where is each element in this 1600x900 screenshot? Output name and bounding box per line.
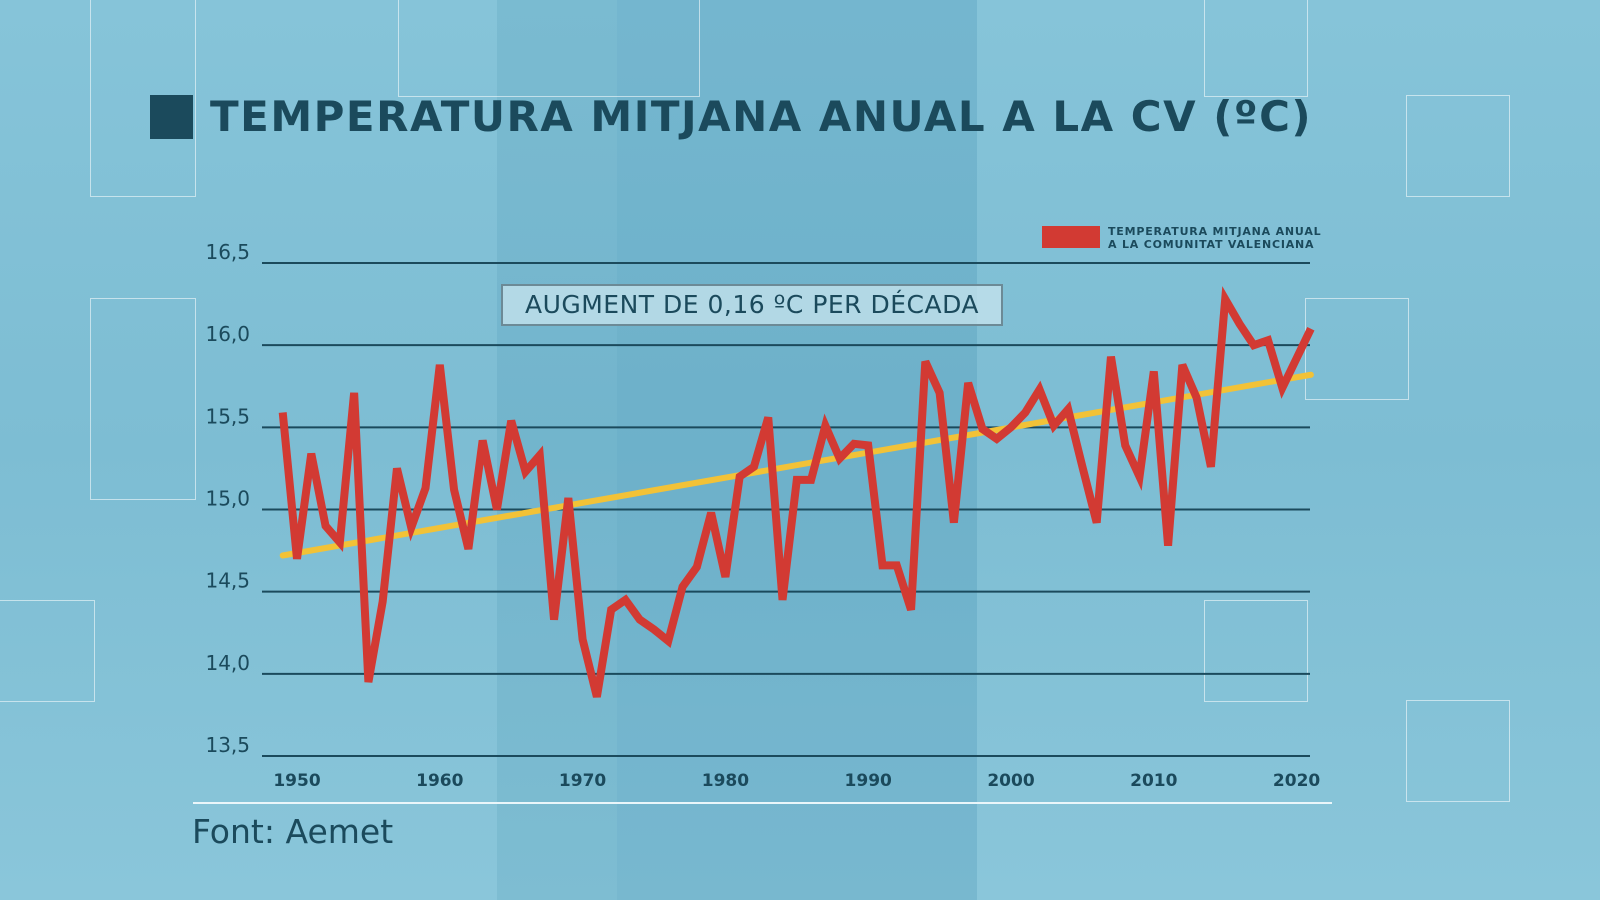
temperature-series-line <box>278 286 1315 698</box>
decorative-frame <box>0 600 95 702</box>
decorative-frame <box>1406 700 1510 802</box>
legend-label-line1: TEMPERATURA MITJANA ANUAL <box>1108 225 1321 238</box>
source-label: Font: Aemet <box>192 812 394 851</box>
x-tick-label: 2010 <box>1130 771 1177 791</box>
x-tick-label: 1960 <box>416 771 463 791</box>
y-tick-label: 15,0 <box>205 487 250 511</box>
y-tick-label: 14,5 <box>205 569 250 593</box>
decorative-frame <box>398 0 700 97</box>
x-tick-label: 2000 <box>987 771 1034 791</box>
x-tick-label: 1970 <box>559 771 606 791</box>
x-tick-label: 1980 <box>702 771 749 791</box>
y-tick-label: 13,5 <box>205 733 250 757</box>
x-tick-label: 2020 <box>1273 771 1320 791</box>
legend-swatch <box>1042 226 1100 248</box>
y-tick-label: 15,5 <box>205 404 250 428</box>
trend-annotation: AUGMENT DE 0,16 ºC PER DÉCADA <box>501 284 1003 326</box>
trend-line <box>279 371 1314 559</box>
y-tick-label: 14,0 <box>205 651 250 675</box>
x-tick-label: 1990 <box>845 771 892 791</box>
x-tick-label: 1950 <box>273 771 320 791</box>
legend-label-line2: A LA COMUNITAT VALENCIANA <box>1108 238 1314 251</box>
decorative-frame <box>1406 95 1510 197</box>
y-tick-label: 16,0 <box>205 322 250 346</box>
decorative-frame <box>90 0 196 197</box>
decorative-frame <box>1204 0 1308 97</box>
y-tick-label: 16,5 <box>205 240 250 264</box>
decorative-frame <box>1204 600 1308 702</box>
decorative-frame <box>90 298 196 500</box>
title-marker <box>150 95 193 139</box>
chart-title: TEMPERATURA MITJANA ANUAL A LA CV (ºC) <box>210 92 1313 141</box>
